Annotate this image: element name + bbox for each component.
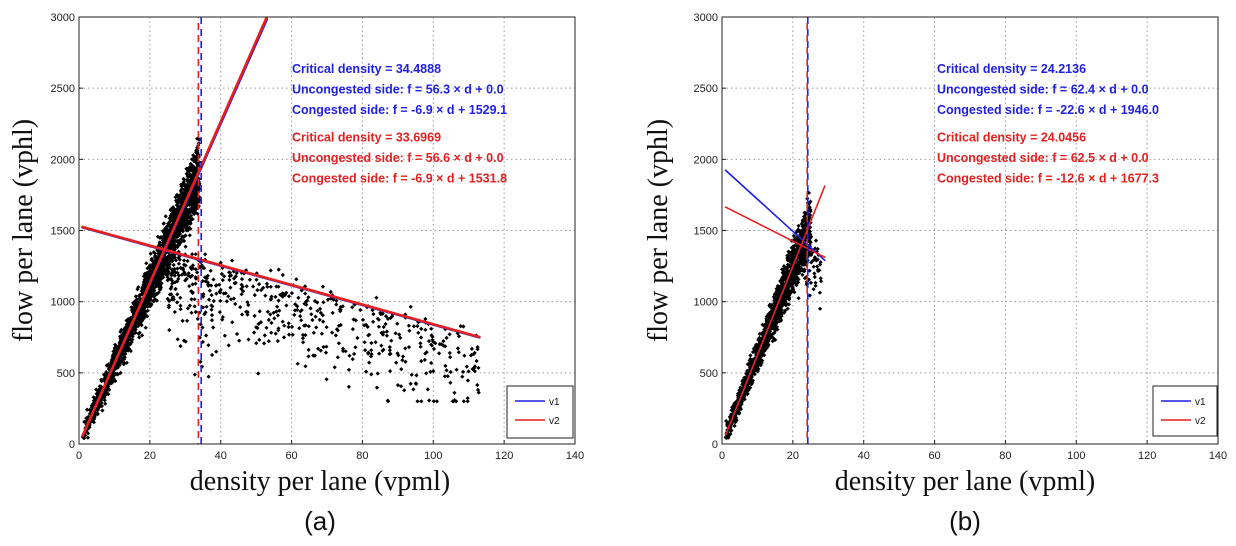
panel-label: (b) bbox=[949, 506, 981, 536]
equation-annotation: Critical density = 24.2136 bbox=[937, 62, 1086, 76]
chart-panel-a: 0 20 40 60 80 100 120 140 0 500 1000 1500 2000 2500 30… bbox=[8, 12, 584, 536]
y-axis-title: flow per lane (vphl) bbox=[643, 119, 674, 342]
x-tick-label: 120 bbox=[495, 450, 513, 462]
y-tick-label: 500 bbox=[700, 368, 718, 380]
x-tick-label: 40 bbox=[858, 450, 870, 462]
x-tick-label: 140 bbox=[566, 450, 584, 462]
legend-label-v1: v1 bbox=[549, 397, 560, 408]
y-tick-label: 500 bbox=[57, 368, 75, 380]
equation-annotation: Congested side: f = -6.9 × d + 1531.8 bbox=[292, 172, 507, 186]
y-tick-label: 2500 bbox=[51, 83, 75, 95]
legend-label-v2: v2 bbox=[549, 416, 560, 427]
y-tick-label: 0 bbox=[712, 439, 718, 451]
y-tick-label: 2000 bbox=[51, 154, 75, 166]
y-tick-label: 3000 bbox=[694, 12, 718, 24]
equation-annotation: Critical density = 34.4888 bbox=[292, 62, 441, 76]
x-tick-label: 0 bbox=[719, 450, 725, 462]
x-tick-label: 100 bbox=[1067, 450, 1085, 462]
x-axis-title: density per lane (vpml) bbox=[835, 466, 1095, 497]
x-tick-label: 40 bbox=[215, 450, 227, 462]
legend-box bbox=[506, 385, 574, 439]
x-tick-label: 80 bbox=[356, 450, 368, 462]
x-tick-label: 100 bbox=[424, 450, 442, 462]
equation-annotation: Congested side: f = -22.6 × d + 1946.0 bbox=[937, 103, 1159, 117]
legend: v1 v2 bbox=[506, 385, 574, 439]
y-tick-label: 3000 bbox=[51, 12, 75, 24]
x-tick-label: 0 bbox=[76, 450, 82, 462]
y-tick-label: 1500 bbox=[694, 226, 718, 238]
x-tick-label: 20 bbox=[787, 450, 799, 462]
series-v2-congested-line bbox=[81, 225, 481, 339]
y-tick-label: 1500 bbox=[51, 226, 75, 238]
equation-annotation: Critical density = 24.0456 bbox=[937, 131, 1086, 145]
x-tick-label: 140 bbox=[1209, 450, 1227, 462]
equation-annotation: Uncongested side: f = 62.4 × d + 0.0 bbox=[937, 83, 1149, 97]
equation-annotation: Uncongested side: f = 62.5 × d + 0.0 bbox=[937, 151, 1149, 165]
equation-annotation: Critical density = 33.6969 bbox=[292, 131, 441, 145]
panel-label: (a) bbox=[304, 506, 336, 536]
x-axis-title: density per lane (vpml) bbox=[190, 466, 450, 497]
equation-annotation: Congested side: f = -12.6 × d + 1677.3 bbox=[937, 172, 1159, 186]
equation-annotation: Uncongested side: f = 56.3 × d + 0.0 bbox=[292, 83, 504, 97]
y-tick-label: 2500 bbox=[694, 83, 718, 95]
y-tick-label: 1000 bbox=[51, 297, 75, 309]
legend-box bbox=[1152, 385, 1218, 437]
chart-panel-b: 0 20 40 60 80 100 120 140 0 500 1000 1500 2000 2500 30… bbox=[643, 12, 1227, 536]
x-tick-label: 60 bbox=[285, 450, 297, 462]
y-tick-label: 0 bbox=[69, 439, 75, 451]
y-tick-label: 1000 bbox=[694, 297, 718, 309]
series-v2-uncongested-line bbox=[81, 17, 269, 438]
legend-label-v1: v1 bbox=[1195, 397, 1206, 408]
equation-annotation: Uncongested side: f = 56.6 × d + 0.0 bbox=[292, 151, 504, 165]
x-tick-label: 20 bbox=[144, 450, 156, 462]
legend: v1 v2 bbox=[1152, 385, 1218, 437]
x-tick-label: 60 bbox=[928, 450, 940, 462]
equation-annotation: Congested side: f = -6.9 × d + 1529.1 bbox=[292, 103, 507, 117]
y-axis-title: flow per lane (vphl) bbox=[8, 119, 39, 342]
y-tick-label: 2000 bbox=[694, 154, 718, 166]
x-tick-label: 120 bbox=[1138, 450, 1156, 462]
legend-label-v2: v2 bbox=[1195, 416, 1206, 427]
x-tick-label: 80 bbox=[999, 450, 1011, 462]
